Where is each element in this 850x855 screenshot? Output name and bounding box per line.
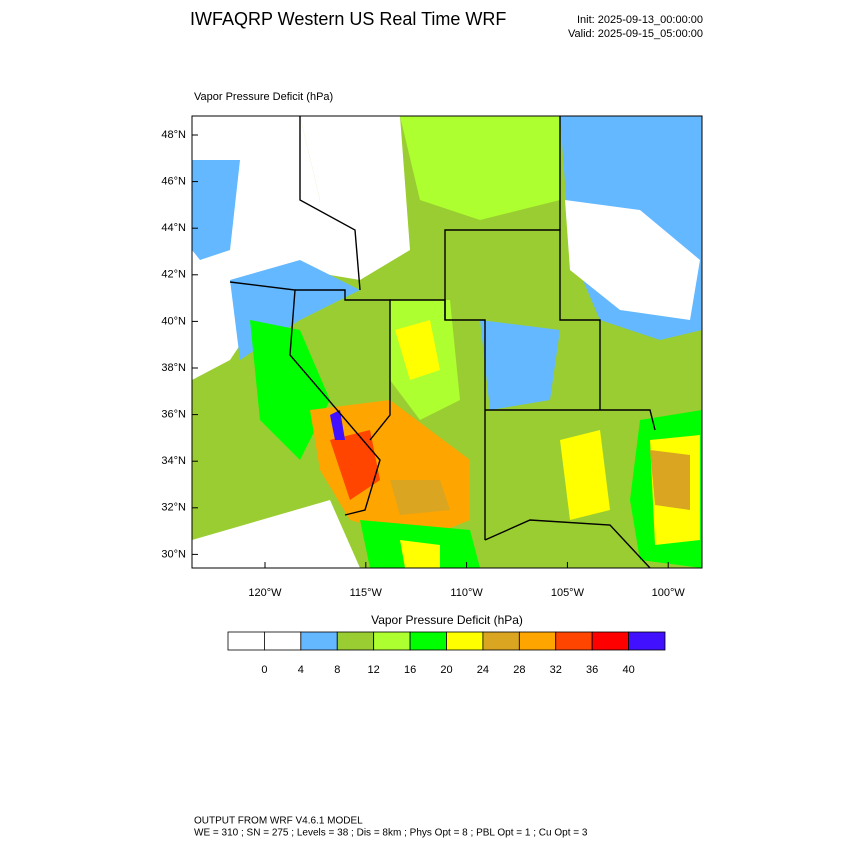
colorbar-label: 20 (440, 664, 452, 676)
colorbar-label: 4 (298, 664, 304, 676)
colorbar-title: Vapor Pressure Deficit (hPa) (371, 613, 523, 627)
colorbar-box (555, 631, 593, 651)
colorbar-box (336, 631, 375, 651)
lat-label: 48°N (161, 129, 186, 141)
colorbar: 0 4 8 12 16 20 24 28 32 36 40 (227, 631, 666, 676)
footer-line: WE = 310 ; SN = 275 ; Levels = 38 ; Dis … (194, 828, 588, 839)
colorbar-box (409, 631, 447, 651)
colorbar-label: 28 (513, 664, 525, 676)
colorbar-label: 12 (368, 664, 380, 676)
map-frame (191, 115, 703, 569)
colorbar-label: 0 (261, 664, 267, 676)
lat-label: 38°N (161, 362, 186, 374)
map-field (192, 116, 702, 568)
colorbar-box (591, 631, 629, 651)
lon-label: 120°W (248, 587, 282, 599)
colorbar-box (264, 631, 302, 651)
lon-label: 105°W (551, 587, 585, 599)
colorbar-box (446, 631, 484, 651)
lat-label: 34°N (161, 455, 186, 467)
field-label: Vapor Pressure Deficit (hPa) (194, 91, 333, 103)
lat-label: 36°N (161, 409, 186, 421)
lat-label: 32°N (161, 502, 186, 514)
colorbar-box (518, 631, 557, 651)
lon-label: 100°W (652, 587, 686, 599)
lat-label: 40°N (161, 315, 186, 327)
colorbar-label: 36 (586, 664, 598, 676)
lat-label: 44°N (161, 222, 186, 234)
colorbar-box (227, 631, 265, 651)
colorbar-label: 16 (404, 664, 416, 676)
colorbar-box (628, 631, 666, 651)
colorbar-label: 24 (477, 664, 489, 676)
lon-label: 115°W (350, 587, 383, 599)
lon-label: 110°W (450, 587, 483, 599)
colorbar-label: 32 (550, 664, 562, 676)
init-time: Init: 2025-09-13_00:00:00 (577, 14, 703, 26)
footer-line: OUTPUT FROM WRF V4.6.1 MODEL (194, 816, 363, 827)
colorbar-label: 40 (622, 664, 634, 676)
map-axes: 48°N 46°N 44°N 42°N 40°N 38°N 36°N 34°N 32°N 30°N… (161, 129, 685, 599)
valid-time: Valid: 2025-09-15_05:00:00 (568, 28, 703, 40)
colorbar-label: 8 (334, 664, 340, 676)
colorbar-box (482, 631, 520, 651)
colorbar-box (373, 631, 411, 651)
colorbar-box (300, 631, 338, 651)
lat-label: 30°N (161, 548, 186, 560)
lat-label: 46°N (161, 176, 186, 188)
lat-label: 42°N (161, 269, 186, 281)
title: IWFAQRP Western US Real Time WRF (190, 9, 506, 29)
